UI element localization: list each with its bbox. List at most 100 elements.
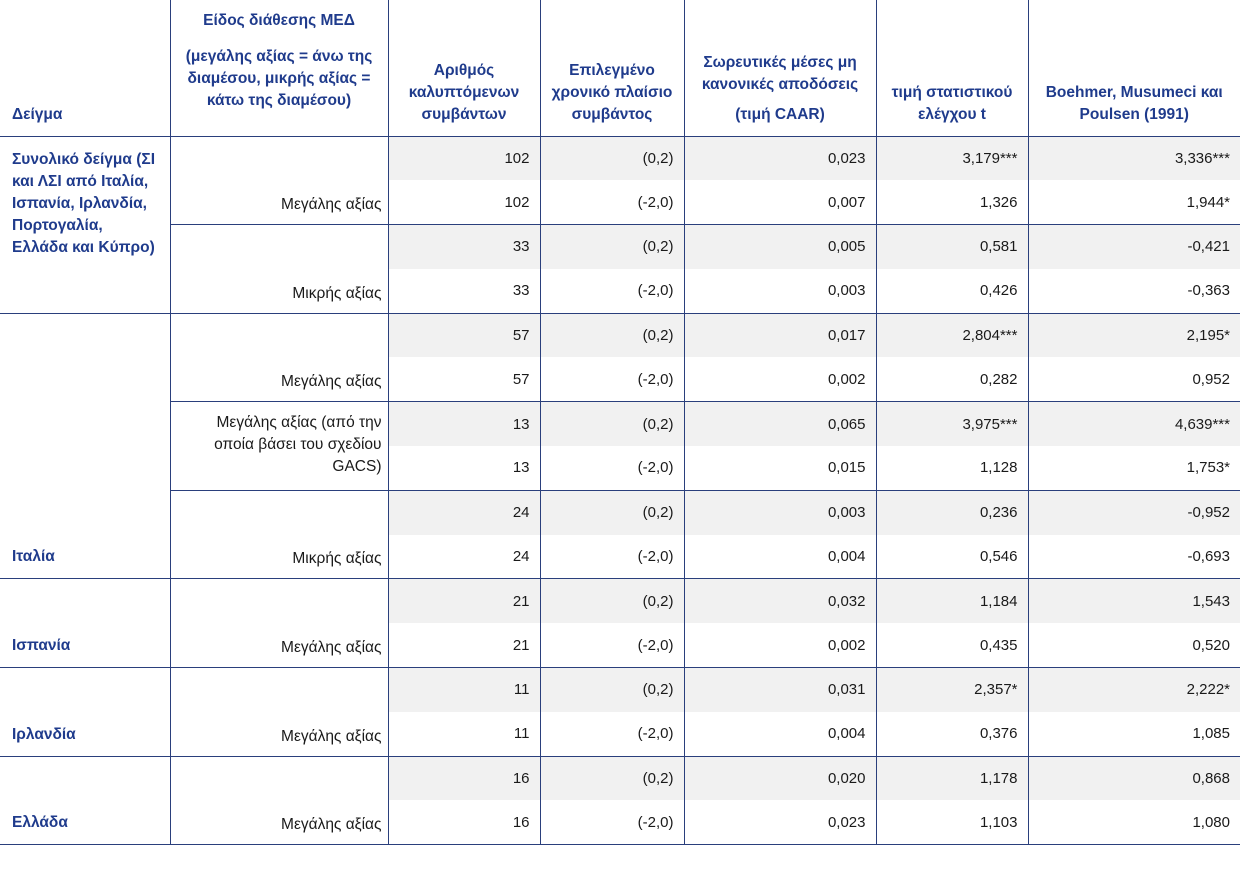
event-count-cell: 16 [388, 800, 540, 844]
table-row: Ελλάδα Μεγάλης αξίας 16 (0,2) 0,020 1,178 0,86… [0, 756, 1240, 800]
event-count-cell: 33 [388, 225, 540, 269]
event-count-cell: 33 [388, 269, 540, 313]
disposal-type-label: Μεγάλης αξίας [170, 668, 388, 757]
caar-value-cell: 0,005 [684, 225, 876, 269]
event-count-cell: 24 [388, 535, 540, 579]
bmp-stat-cell: 1,080 [1028, 800, 1240, 844]
header-tstat: τιμή στατιστικού ελέγχου t [876, 0, 1028, 136]
caar-value-cell: 0,023 [684, 800, 876, 844]
caar-value-cell: 0,003 [684, 490, 876, 534]
t-stat-cell: 0,581 [876, 225, 1028, 269]
disposal-type-label: Μεγάλης αξίας (από την οποία βάσει του σ… [170, 402, 388, 491]
table-row: Ισπανία Μεγάλης αξίας 21 (0,2) 0,032 1,184 1,5… [0, 579, 1240, 623]
event-count-cell: 57 [388, 357, 540, 401]
event-count-cell: 102 [388, 136, 540, 180]
sample-label: Ιταλία [0, 313, 170, 579]
disposal-type-label: Μεγάλης αξίας [170, 756, 388, 845]
caar-value-cell: 0,020 [684, 756, 876, 800]
event-window-cell: (-2,0) [540, 269, 684, 313]
event-study-table: Δείγμα Είδος διάθεσης ΜΕΔ (μεγάλης αξίας… [0, 0, 1240, 845]
caar-value-cell: 0,003 [684, 269, 876, 313]
sample-label: Ισπανία [0, 579, 170, 668]
caar-value-cell: 0,031 [684, 668, 876, 712]
disposal-type-label: Μεγάλης αξίας [170, 313, 388, 402]
event-window-cell: (-2,0) [540, 535, 684, 579]
disposal-type-label: Μεγάλης αξίας [170, 579, 388, 668]
sample-label: Ιρλανδία [0, 668, 170, 757]
t-stat-cell: 1,184 [876, 579, 1028, 623]
disposal-type-label: Μικρής αξίας [170, 490, 388, 579]
t-stat-cell: 2,357* [876, 668, 1028, 712]
t-stat-cell: 1,178 [876, 756, 1028, 800]
table-row: Μικρής αξίας 33 (0,2) 0,005 0,581 -0,421 [0, 225, 1240, 269]
table-row: Μεγάλης αξίας (από την οποία βάσει του σ… [0, 402, 1240, 446]
bmp-stat-cell: 1,944* [1028, 180, 1240, 224]
header-type-title: Είδος διάθεσης ΜΕΔ [203, 12, 355, 29]
event-count-cell: 102 [388, 180, 540, 224]
bmp-stat-cell: 2,195* [1028, 313, 1240, 357]
event-window-cell: (0,2) [540, 668, 684, 712]
header-caar: Σωρευτικές μέσες μη κανονικές αποδόσεις … [684, 0, 876, 136]
bmp-stat-cell: -0,693 [1028, 535, 1240, 579]
caar-value-cell: 0,007 [684, 180, 876, 224]
t-stat-cell: 3,975*** [876, 402, 1028, 446]
sample-label: Ελλάδα [0, 756, 170, 845]
header-caar-title: Σωρευτικές μέσες μη κανονικές αποδόσεις [702, 54, 858, 93]
caar-value-cell: 0,065 [684, 402, 876, 446]
bmp-stat-cell: 0,520 [1028, 623, 1240, 667]
t-stat-cell: 0,236 [876, 490, 1028, 534]
caar-value-cell: 0,004 [684, 712, 876, 756]
sample-label: Συνολικό δείγμα (ΣΙ και ΛΣΙ από Ιταλία, … [0, 136, 170, 313]
caar-value-cell: 0,017 [684, 313, 876, 357]
table-row: Συνολικό δείγμα (ΣΙ και ΛΣΙ από Ιταλία, … [0, 136, 1240, 180]
event-window-cell: (0,2) [540, 756, 684, 800]
header-row: Δείγμα Είδος διάθεσης ΜΕΔ (μεγάλης αξίας… [0, 0, 1240, 136]
event-window-cell: (0,2) [540, 136, 684, 180]
event-count-cell: 13 [388, 446, 540, 490]
bmp-stat-cell: 0,952 [1028, 357, 1240, 401]
bmp-stat-cell: 1,753* [1028, 446, 1240, 490]
t-stat-cell: 0,435 [876, 623, 1028, 667]
disposal-type-label: Μικρής αξίας [170, 225, 388, 314]
event-window-cell: (0,2) [540, 313, 684, 357]
event-count-cell: 24 [388, 490, 540, 534]
t-stat-cell: 0,546 [876, 535, 1028, 579]
event-count-cell: 21 [388, 579, 540, 623]
event-window-cell: (0,2) [540, 579, 684, 623]
t-stat-cell: 1,128 [876, 446, 1028, 490]
bmp-stat-cell: 3,336*** [1028, 136, 1240, 180]
caar-value-cell: 0,002 [684, 623, 876, 667]
event-count-cell: 11 [388, 668, 540, 712]
caar-value-cell: 0,004 [684, 535, 876, 579]
bmp-stat-cell: -0,363 [1028, 269, 1240, 313]
event-window-cell: (0,2) [540, 225, 684, 269]
event-window-cell: (-2,0) [540, 446, 684, 490]
bmp-stat-cell: 1,085 [1028, 712, 1240, 756]
event-count-cell: 16 [388, 756, 540, 800]
event-count-cell: 11 [388, 712, 540, 756]
bmp-stat-cell: 1,543 [1028, 579, 1240, 623]
bmp-stat-cell: 4,639*** [1028, 402, 1240, 446]
table-row: Ιταλία Μεγάλης αξίας 57 (0,2) 0,017 2,804*** 2… [0, 313, 1240, 357]
event-count-cell: 57 [388, 313, 540, 357]
table-body: Συνολικό δείγμα (ΣΙ και ΛΣΙ από Ιταλία, … [0, 136, 1240, 845]
header-window: Επιλεγμένο χρονικό πλαίσιο συμβάντος [540, 0, 684, 136]
t-stat-cell: 1,326 [876, 180, 1028, 224]
disposal-type-label: Μεγάλης αξίας [170, 136, 388, 225]
header-sample: Δείγμα [0, 0, 170, 136]
event-window-cell: (-2,0) [540, 800, 684, 844]
t-stat-cell: 2,804*** [876, 313, 1028, 357]
caar-value-cell: 0,002 [684, 357, 876, 401]
event-window-cell: (0,2) [540, 490, 684, 534]
table-row: Ιρλανδία Μεγάλης αξίας 11 (0,2) 0,031 2,357* 2… [0, 668, 1240, 712]
t-stat-cell: 3,179*** [876, 136, 1028, 180]
event-window-cell: (-2,0) [540, 712, 684, 756]
bmp-stat-cell: 2,222* [1028, 668, 1240, 712]
bmp-stat-cell: -0,952 [1028, 490, 1240, 534]
t-stat-cell: 0,426 [876, 269, 1028, 313]
bmp-stat-cell: -0,421 [1028, 225, 1240, 269]
event-window-cell: (-2,0) [540, 180, 684, 224]
header-type-note: (μεγάλης αξίας = άνω της διαμέσου, μικρή… [186, 48, 373, 109]
header-type: Είδος διάθεσης ΜΕΔ (μεγάλης αξίας = άνω … [170, 0, 388, 136]
